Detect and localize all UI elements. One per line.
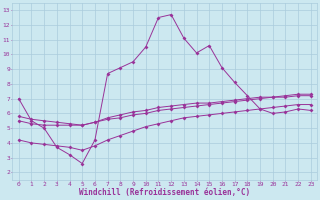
X-axis label: Windchill (Refroidissement éolien,°C): Windchill (Refroidissement éolien,°C) [79,188,250,197]
